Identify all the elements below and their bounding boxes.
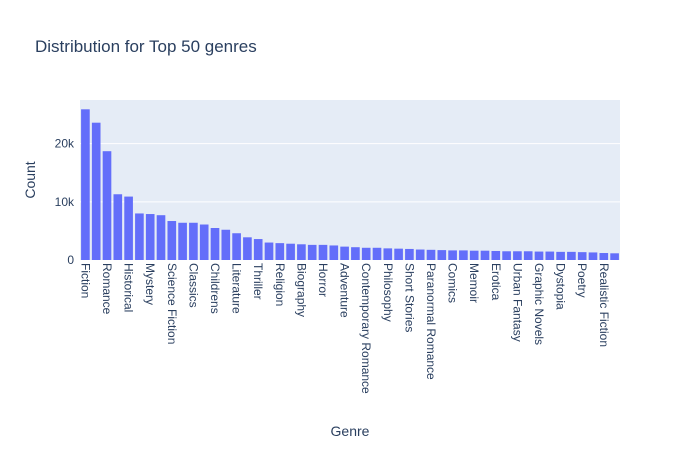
bar [459, 250, 468, 260]
x-tick-label: Dystopia [554, 263, 568, 310]
bar [405, 248, 414, 260]
x-tick-label: Graphic Novels [532, 263, 546, 345]
bar [113, 194, 123, 260]
bar [135, 213, 144, 260]
bar [502, 251, 511, 260]
bar [426, 249, 436, 260]
bar [577, 252, 587, 260]
bar [556, 251, 565, 260]
x-tick-label: Science Fiction [165, 263, 179, 344]
bar [599, 253, 609, 260]
bar [588, 252, 598, 260]
bar [243, 237, 252, 260]
x-tick-label: Horror [316, 263, 330, 297]
bar [513, 251, 522, 260]
x-tick-label: Realistic Fiction [597, 263, 611, 347]
bar [221, 229, 231, 260]
x-tick-label: Erotica [489, 263, 503, 301]
x-tick-label: Philosophy [381, 263, 395, 322]
bar [415, 249, 425, 260]
x-tick-label: Adventure [338, 263, 352, 318]
bar [480, 250, 490, 260]
bar [145, 214, 155, 260]
x-tick-label: Literature [230, 263, 244, 314]
x-tick-label: Urban Fantasy [510, 263, 524, 342]
bar [437, 250, 447, 260]
x-tick-label: Childrens [208, 263, 222, 314]
x-tick-label: Thriller [251, 263, 265, 300]
x-tick-labels: Fiction Romance Historical Mystery Science F… [78, 263, 610, 394]
bar [232, 233, 241, 260]
grid-lines [80, 143, 620, 203]
y-tick-label: 20k [55, 137, 75, 151]
bar [469, 250, 479, 260]
bar [523, 251, 533, 260]
bar [102, 151, 112, 260]
bar [297, 244, 306, 260]
x-tick-label: Contemporary Romance [359, 263, 373, 394]
bar [534, 251, 544, 260]
x-tick-label: Short Stories [402, 263, 416, 332]
bar [361, 247, 371, 260]
bar [81, 109, 90, 261]
bar [340, 246, 349, 260]
bar [156, 215, 166, 260]
bar [567, 251, 576, 260]
bar [199, 224, 209, 260]
bar [253, 239, 263, 260]
bar [167, 221, 177, 260]
bar [318, 244, 328, 260]
x-tick-label: Mystery [143, 263, 157, 305]
y-tick-labels: 0 10k 20k [55, 137, 75, 267]
y-tick-label: 0 [67, 253, 74, 267]
x-tick-label: Religion [273, 263, 287, 306]
bar [264, 242, 274, 260]
bar [383, 248, 393, 260]
bar [610, 253, 619, 260]
y-axis-label: Count [22, 161, 38, 198]
bar [178, 222, 187, 260]
bar [189, 222, 198, 260]
bar [545, 251, 555, 260]
bar [210, 228, 220, 260]
bar [91, 122, 101, 260]
bar [351, 247, 360, 260]
bar [329, 245, 339, 260]
bar [491, 250, 501, 260]
bar [448, 250, 457, 260]
y-tick-label: 10k [55, 195, 75, 209]
x-axis-label: Genre [331, 423, 370, 439]
bar [124, 196, 133, 260]
x-tick-label: Paranormal Romance [424, 263, 438, 380]
bar [307, 244, 317, 260]
x-tick-label: Biography [294, 263, 308, 317]
x-tick-label: Classics [186, 263, 200, 308]
chart-title: Distribution for Top 50 genres [35, 37, 257, 56]
bar [286, 243, 295, 260]
x-tick-label: Historical [122, 263, 136, 312]
x-tick-label: Memoir [467, 263, 481, 303]
bar [372, 247, 382, 260]
x-tick-label: Fiction [78, 263, 92, 298]
bars [81, 109, 619, 261]
x-tick-label: Poetry [575, 263, 589, 298]
x-tick-label: Romance [100, 263, 114, 315]
bar [394, 248, 403, 260]
x-tick-label: Comics [446, 263, 460, 303]
bar [275, 243, 285, 260]
